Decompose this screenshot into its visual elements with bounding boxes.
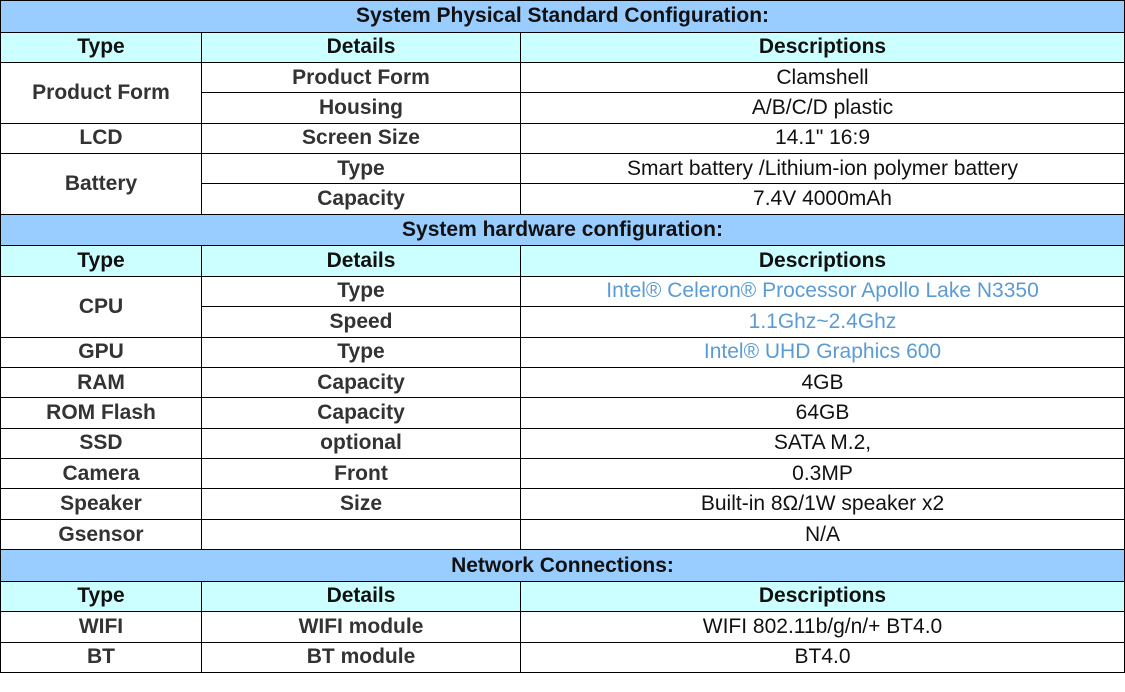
table-row: ROM Flash Capacity 64GB (0, 397, 1125, 429)
table-row: WIFI WIFI module WIFI 802.11b/g/n/+ BT4.0 (0, 611, 1125, 643)
details-cell: Capacity (201, 183, 521, 215)
details-cell: Type (201, 153, 521, 185)
table-row: Gsensor N/A (0, 518, 1125, 551)
column-header-type: Type (0, 580, 202, 613)
description-cell: Clamshell (520, 61, 1125, 94)
details-cell: Housing (201, 92, 521, 124)
type-cell: Camera (0, 458, 202, 490)
column-header-row: Type Details Descriptions (0, 31, 1125, 63)
spec-table-body: System Physical Standard Configuration: T… (0, 0, 1125, 673)
table-row: Housing A/B/C/D plastic (1, 92, 1125, 124)
details-cell: Product Form (201, 61, 521, 94)
details-cell: Type (201, 275, 521, 308)
table-row: RAM Capacity 4GB (0, 366, 1125, 399)
section-row: System hardware configuration: (0, 213, 1125, 247)
description-cell: 7.4V 4000mAh (520, 183, 1125, 215)
description-cell: N/A (520, 518, 1125, 551)
column-header-type: Type (0, 31, 202, 63)
type-cell: Speaker (0, 488, 202, 520)
column-header-row: Type Details Descriptions (0, 245, 1125, 277)
description-cell: 4GB (520, 366, 1125, 399)
table-row: Capacity 7.4V 4000mAh (1, 183, 1125, 215)
table-row: BT BT module BT4.0 (0, 641, 1125, 673)
description-cell: 0.3MP (520, 458, 1125, 490)
type-cell: CPU (0, 275, 202, 338)
description-cell: 64GB (520, 397, 1125, 429)
details-cell: BT module (201, 641, 521, 673)
type-cell: ROM Flash (0, 397, 202, 429)
description-cell: 1.1Ghz~2.4Ghz (520, 306, 1125, 338)
section-title: Network Connections: (0, 549, 1125, 582)
section-row: System Physical Standard Configuration: (0, 0, 1125, 33)
type-cell: BT (0, 641, 202, 673)
details-cell: Type (201, 336, 521, 368)
description-cell: Smart battery /Lithium-ion polymer batte… (520, 153, 1125, 185)
type-cell: SSD (0, 427, 202, 460)
section-title: System hardware configuration: (0, 213, 1125, 247)
column-header-type: Type (0, 245, 202, 277)
table-row: SSD optional SATA M.2, (0, 427, 1125, 460)
description-cell: BT4.0 (520, 641, 1125, 673)
description-cell: Intel® Celeron® Processor Apollo Lake N3… (520, 275, 1125, 308)
column-header-descriptions: Descriptions (520, 245, 1125, 277)
details-cell: WIFI module (201, 611, 521, 643)
column-header-row: Type Details Descriptions (0, 580, 1125, 613)
section-title: System Physical Standard Configuration: (0, 0, 1125, 33)
details-cell: Front (201, 458, 521, 490)
type-cell: GPU (0, 336, 202, 368)
section-row: Network Connections: (0, 549, 1125, 582)
table-row: Speaker Size Built-in 8Ω/1W speaker x2 (0, 488, 1125, 520)
description-cell: Intel® UHD Graphics 600 (520, 336, 1125, 368)
details-cell: Size (201, 488, 521, 520)
description-cell: 14.1" 16:9 (520, 122, 1125, 155)
table-row: Product Form Product Form Clamshell (0, 61, 1125, 124)
type-cell: Gsensor (0, 518, 202, 551)
table-row: LCD Screen Size 14.1" 16:9 (0, 122, 1125, 155)
type-cell: WIFI (0, 611, 202, 643)
details-cell: optional (201, 427, 521, 460)
details-cell: Screen Size (201, 122, 521, 155)
type-cell: Product Form (0, 61, 202, 124)
column-header-descriptions: Descriptions (520, 580, 1125, 613)
details-cell: Capacity (201, 397, 521, 429)
description-cell: WIFI 802.11b/g/n/+ BT4.0 (520, 611, 1125, 643)
column-header-details: Details (201, 245, 521, 277)
table-row: CPU Type Intel® Celeron® Processor Apollo … (0, 275, 1125, 338)
description-cell: A/B/C/D plastic (520, 92, 1125, 124)
table-row: Speed 1.1Ghz~2.4Ghz (1, 306, 1125, 338)
type-cell: LCD (0, 122, 202, 155)
description-cell: Built-in 8Ω/1W speaker x2 (520, 488, 1125, 520)
type-cell: Battery (0, 153, 202, 215)
column-header-details: Details (201, 31, 521, 63)
column-header-descriptions: Descriptions (520, 31, 1125, 63)
details-cell (201, 518, 521, 551)
spec-table: System Physical Standard Configuration: T… (0, 0, 1125, 673)
details-cell: Capacity (201, 366, 521, 399)
column-header-details: Details (201, 580, 521, 613)
table-row: Battery Type Smart battery /Lithium-ion po… (0, 153, 1125, 215)
description-cell: SATA M.2, (520, 427, 1125, 460)
table-row: Camera Front 0.3MP (0, 458, 1125, 490)
details-cell: Speed (201, 306, 521, 338)
table-row: GPU Type Intel® UHD Graphics 600 (0, 336, 1125, 368)
type-cell: RAM (0, 366, 202, 399)
